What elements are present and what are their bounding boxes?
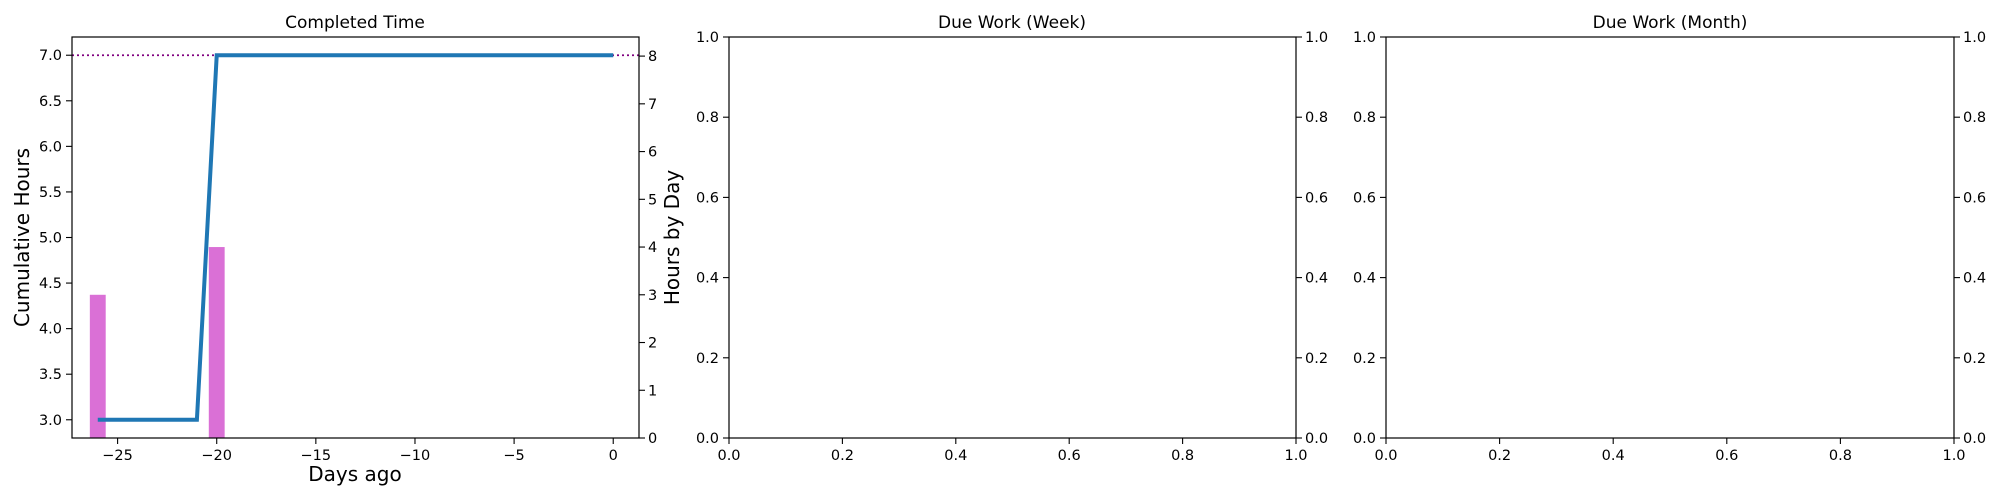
x-tick-label: −15: [301, 448, 332, 464]
y-axis-ticks-left: 3.0 3.5 4.0 4.5 5.0 5.5 6.0 6.5 7.0: [39, 48, 72, 429]
y-right-tick-label: 3: [648, 288, 657, 304]
y-right-tick-label: 0.4: [1305, 271, 1328, 287]
y-tick-label: 6.0: [39, 139, 62, 155]
y-right-tick-label: 6: [648, 145, 657, 161]
y-right-tick-label: 0.0: [1963, 431, 1986, 447]
y-tick-label: 0.6: [1353, 190, 1376, 206]
x-tick-label: 0.2: [1488, 448, 1511, 464]
y-tick-label: 0.4: [1353, 271, 1376, 287]
x-tick-label: 1.0: [1942, 448, 1965, 464]
y-tick-label: 4.5: [39, 276, 62, 292]
plot-area-frame: [728, 36, 1297, 439]
x-tick-label: 0: [609, 448, 618, 464]
y-tick-label: 0.2: [1353, 351, 1376, 367]
y-tick-label: 0.0: [1353, 431, 1376, 447]
x-tick-label: −20: [201, 448, 232, 464]
x-axis-ticks: 0.0 0.2 0.4 0.6 0.8 1.0: [717, 438, 1308, 464]
y-tick-label: 0.8: [696, 110, 719, 126]
x-tick-label: −10: [400, 448, 431, 464]
y-tick-label: 5.0: [39, 231, 62, 247]
y-tick-label: 0.6: [696, 190, 719, 206]
y-tick-label: 4.0: [39, 322, 62, 338]
plot-area-frame: [1385, 36, 1955, 439]
x-axis-label: Days ago: [308, 462, 401, 486]
x-axis-ticks: −25 −20 −15 −10 −5 0: [102, 438, 618, 464]
y-tick-label: 1.0: [1353, 30, 1376, 46]
x-tick-label: 0.2: [831, 448, 854, 464]
y-right-tick-label: 0.6: [1305, 190, 1328, 206]
y-right-tick-label: 0.4: [1963, 271, 1986, 287]
cumulative-hours-line: [97, 53, 614, 422]
y-right-tick-label: 2: [648, 336, 657, 352]
y-right-tick-label: 0.8: [1305, 110, 1328, 126]
y-tick-label: 0.0: [696, 431, 719, 447]
y-right-tick-label: 1.0: [1963, 30, 1986, 46]
x-tick-label: 0.4: [1602, 448, 1625, 464]
y-tick-label: 3.0: [39, 413, 62, 429]
x-tick-label: 0.4: [944, 448, 967, 464]
panel-due-work-week: Due Work (Week) 0.0 0.2 0.4 0.6 0.8 1.0 0.00.…: [696, 13, 1328, 464]
y-axis-label-left: Cumulative Hours: [10, 148, 34, 327]
y-tick-label: 7.0: [39, 48, 62, 64]
y-right-tick-label: 0.8: [1963, 110, 1986, 126]
panel-completed-time: Completed Time −25 −20 −15 −10 −5 0 3.0 3.5 4.0…: [10, 13, 684, 486]
y-tick-label: 0.8: [1353, 110, 1376, 126]
y-axis-ticks-left: 0.0 0.2 0.4 0.6 0.8 1.0: [1353, 30, 1386, 447]
x-tick-label: 0.6: [1715, 448, 1738, 464]
x-tick-label: 0.6: [1058, 448, 1081, 464]
y-right-tick-label: 7: [648, 97, 657, 113]
y-right-tick-label: 5: [648, 192, 657, 208]
x-tick-label: 0.8: [1171, 448, 1194, 464]
bar: [89, 294, 106, 438]
y-right-tick-label: 0.6: [1963, 190, 1986, 206]
bar: [208, 247, 225, 438]
y-tick-label: 6.5: [39, 94, 62, 110]
y-right-tick-label: 0.2: [1305, 351, 1328, 367]
x-tick-label: 0.0: [1374, 448, 1397, 464]
y-tick-label: 5.5: [39, 185, 62, 201]
y-tick-label: 3.5: [39, 367, 62, 383]
panel-title: Completed Time: [285, 13, 425, 33]
x-tick-label: −25: [102, 448, 133, 464]
y-axis-ticks-right: 0.0 0.2 0.4 0.6 0.8 1.0: [1296, 30, 1328, 447]
y-tick-label: 1.0: [696, 30, 719, 46]
bar-series: [89, 247, 225, 438]
y-right-tick-label: 1: [648, 383, 657, 399]
y-right-tick-label: 8: [648, 49, 657, 65]
panel-due-work-month: Due Work (Month) 0.0 0.2 0.4 0.6 0.8 1.0 0.00…: [1353, 13, 1986, 464]
y-right-tick-label: 0.2: [1963, 351, 1986, 367]
x-tick-label: 0.0: [717, 448, 740, 464]
y-right-tick-label: 4: [648, 240, 657, 256]
x-axis-ticks: 0.0 0.2 0.4 0.6 0.8 1.0: [1374, 438, 1966, 464]
y-axis-ticks-left: 0.0 0.2 0.4 0.6 0.8 1.0: [696, 30, 729, 447]
y-right-tick-label: 0: [648, 431, 657, 447]
x-tick-label: 0.8: [1829, 448, 1852, 464]
y-axis-label-right: Hours by Day: [660, 170, 684, 305]
y-right-tick-label: 0.0: [1305, 431, 1328, 447]
y-tick-label: 0.2: [696, 351, 719, 367]
y-axis-ticks-right: 0.0 0.2 0.4 0.6 0.8 1.0: [1954, 30, 1986, 447]
y-axis-ticks-right: 0 1 2 3 4 5 6 7 8: [639, 49, 657, 447]
x-tick-label: −5: [503, 448, 524, 464]
y-tick-label: 0.4: [696, 271, 719, 287]
x-tick-label: 1.0: [1284, 448, 1307, 464]
y-right-tick-label: 1.0: [1305, 30, 1328, 46]
panel-title: Due Work (Week): [938, 13, 1086, 33]
panel-title: Due Work (Month): [1593, 13, 1748, 33]
